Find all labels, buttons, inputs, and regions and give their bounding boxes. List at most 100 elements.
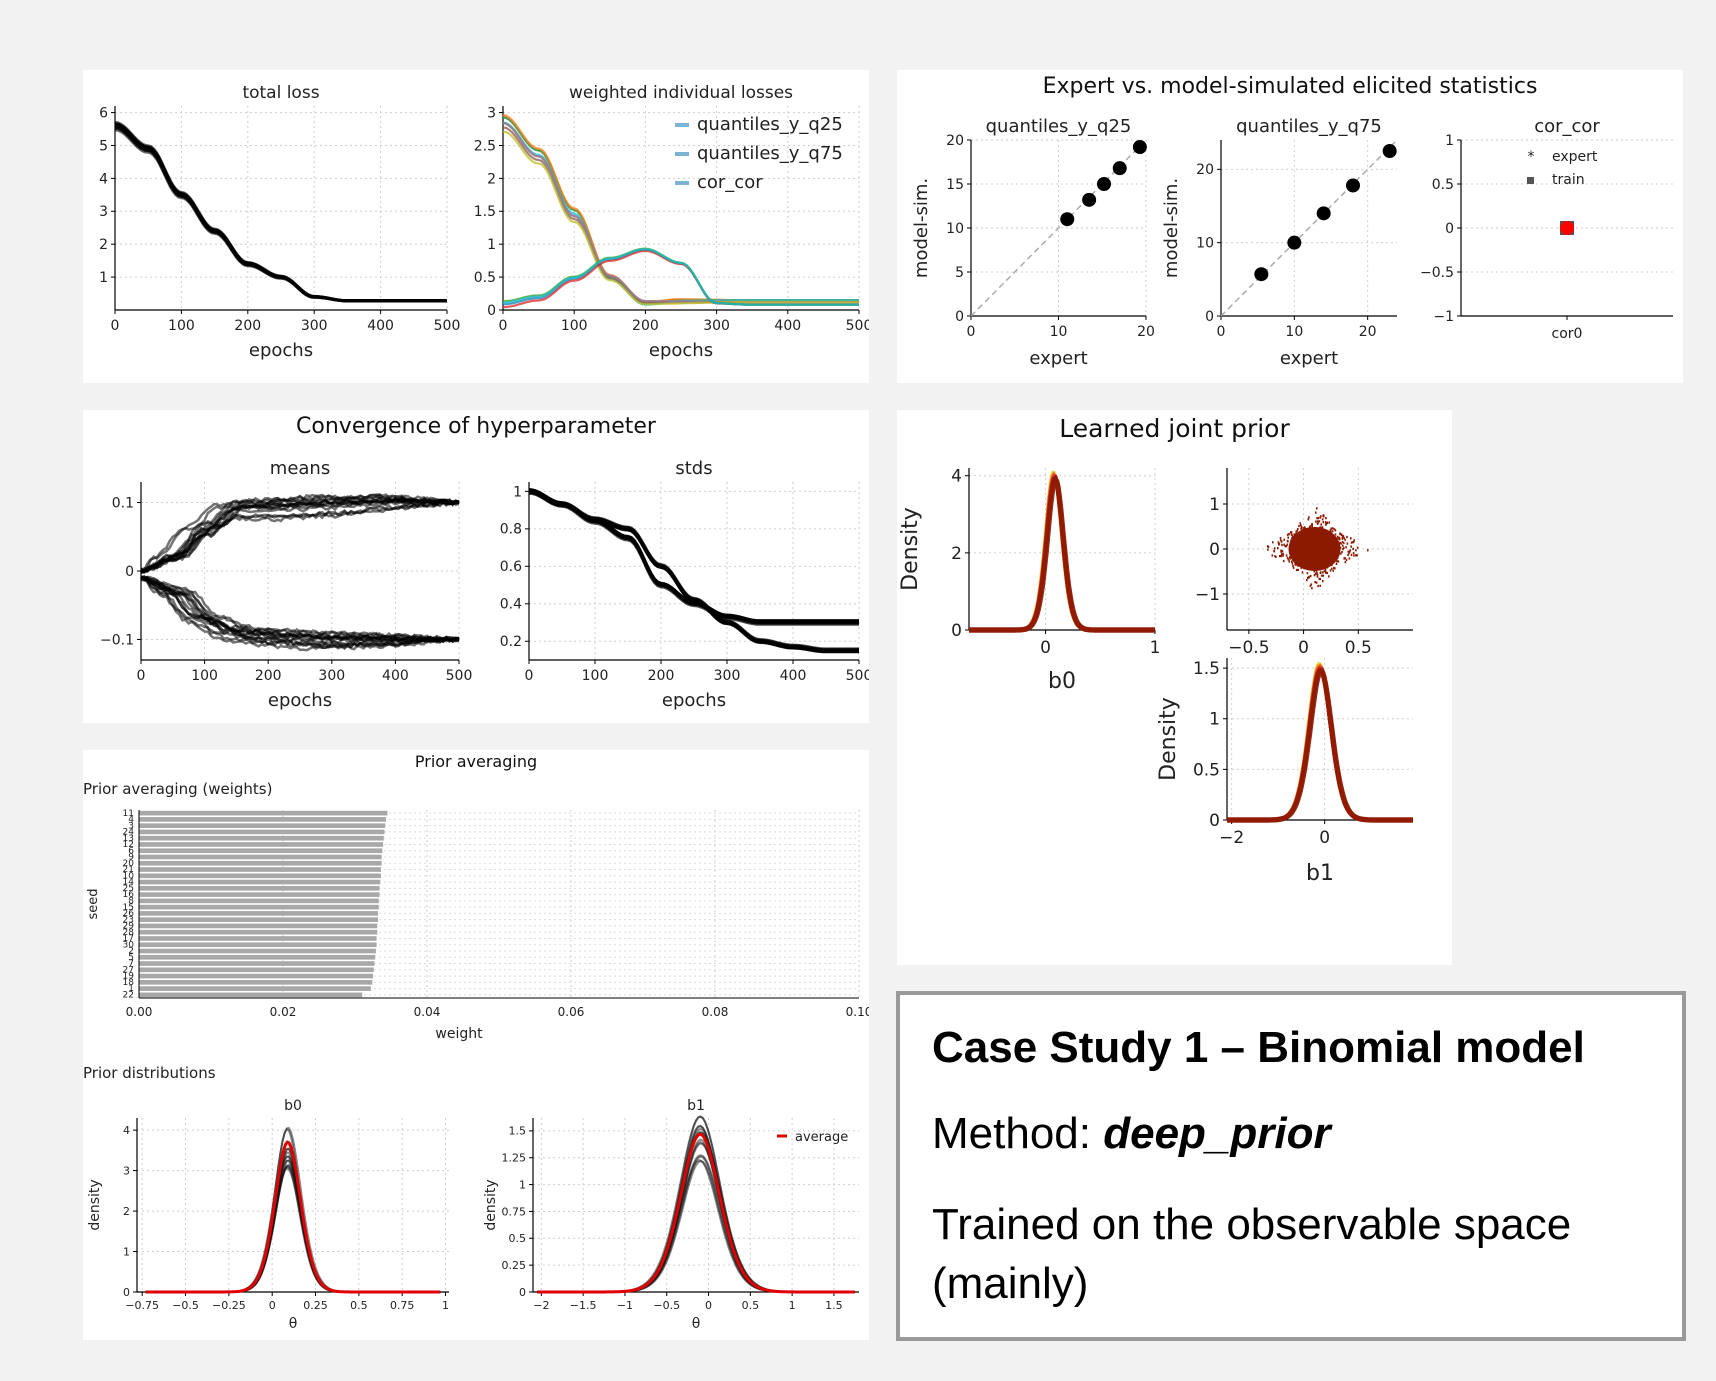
seed-label: 12 <box>123 840 134 850</box>
x-tick-label: 500 <box>434 318 461 334</box>
x-tick-label: 10 <box>1050 324 1068 340</box>
y-axis-label: seed <box>86 888 101 919</box>
weight-bar <box>139 973 373 979</box>
x-axis-label: epochs <box>249 340 313 361</box>
y-tick-label: 10 <box>946 221 964 237</box>
legend-train-symbol <box>1527 177 1534 184</box>
averaging-panel-title: Prior averaging <box>414 752 538 771</box>
seed-label: 11 <box>123 809 134 819</box>
data-point <box>1132 140 1147 155</box>
y-tick-label: 1.5 <box>474 204 496 220</box>
y-tick-label: 0.5 <box>1432 177 1454 193</box>
y-tick-label: 0.5 <box>509 1232 527 1245</box>
y-tick-label: 0.25 <box>502 1259 527 1272</box>
y-tick-label: 10 <box>1196 236 1214 252</box>
x-tick-label: 0.08 <box>702 1005 729 1019</box>
average-density-line <box>145 1140 441 1294</box>
weight-bar <box>139 967 374 973</box>
y-tick-label: 1 <box>519 1178 526 1191</box>
chart-title: stds <box>675 458 712 479</box>
seed-density-line <box>537 1127 855 1293</box>
seed-label: 18 <box>123 978 135 988</box>
x-tick-label: 0.10 <box>846 1005 869 1019</box>
x-tick-label: 300 <box>703 318 730 334</box>
x-tick-label: 500 <box>846 668 869 684</box>
x-tick-label: −0.5 <box>653 1299 680 1312</box>
x-tick-label: 0 <box>269 1299 276 1312</box>
y-tick-label: 1 <box>99 270 108 286</box>
hyper-charts: 0 100 200 300 400 500 −0.1 0 0.1 means epochs 0 100 2… <box>100 458 872 711</box>
b1-density-line <box>1227 661 1413 822</box>
x-tick-label: 0 <box>499 318 508 334</box>
seed-label: 26 <box>123 909 135 919</box>
x-axis-label: epochs <box>649 340 713 361</box>
means-line <box>140 499 460 572</box>
weight-bar <box>139 936 377 941</box>
x-tick-label: 0.04 <box>414 1005 441 1019</box>
x-tick-label: −2 <box>533 1299 549 1312</box>
x-tick-label: 0 <box>137 668 146 684</box>
legend-label: cor_cor <box>697 172 763 193</box>
y-tick-label: 0.2 <box>500 634 522 650</box>
weight-bar <box>139 942 377 948</box>
loss-panel: 0 100 200 300 400 500 1 2 3 4 5 6 total loss epochs 0 1… <box>83 70 872 383</box>
seed-density-line <box>537 1154 855 1293</box>
y-tick-label: 0 <box>1445 221 1454 237</box>
x-tick-label: 200 <box>648 668 675 684</box>
y-axis-label: model-sim. <box>911 178 932 278</box>
seed-label: 28 <box>123 928 135 938</box>
loss-line <box>114 124 447 303</box>
x-tick-label: 0.06 <box>558 1005 585 1019</box>
loss-line <box>114 122 447 303</box>
x-tick-label: 100 <box>168 318 195 334</box>
y-tick-label: 0 <box>951 621 962 641</box>
x-axis-label: expert <box>1280 348 1338 369</box>
seed-label: 15 <box>123 903 134 913</box>
seed-label: 16 <box>123 890 135 900</box>
weight-bar <box>139 917 379 922</box>
x-axis-label: expert <box>1029 348 1087 369</box>
y-tick-label: 0 <box>955 309 964 325</box>
x-tick-label: 10 <box>1285 324 1303 340</box>
hyper-panel: Convergence of hyperparameter 0 100 200 300… <box>83 410 872 723</box>
y-tick-label: 2 <box>123 1205 130 1218</box>
means-line <box>140 576 460 652</box>
average-density-line <box>537 1132 855 1294</box>
seed-label: 8 <box>128 897 134 907</box>
x-tick-label: 400 <box>780 668 807 684</box>
method-value: deep_prior <box>1103 1109 1331 1158</box>
weight-bar <box>139 992 363 998</box>
expert-panel: Expert vs. model-simulated elicited stat… <box>897 70 1683 383</box>
x-tick-label: 0 <box>705 1299 712 1312</box>
weight-bar <box>139 886 380 891</box>
data-point <box>1060 212 1075 227</box>
seed-label: 22 <box>123 991 134 1001</box>
method-line: Method: deep_prior <box>932 1109 1650 1159</box>
seed-label: 10 <box>123 871 135 881</box>
series-line <box>502 248 859 306</box>
y-tick-label: 1.5 <box>509 1125 527 1138</box>
x-tick-label: 100 <box>191 668 218 684</box>
weight-bar <box>139 923 378 929</box>
seed-density-line <box>537 1130 855 1293</box>
y-axis-label: Density <box>1156 697 1181 781</box>
seed-density-line <box>537 1125 855 1293</box>
y-tick-label: 0.5 <box>1193 760 1220 780</box>
seed-label: 25 <box>123 884 134 894</box>
means-line <box>140 575 460 642</box>
x-axis-label: θ <box>692 1316 701 1332</box>
x-tick-label: 300 <box>301 318 328 334</box>
series-line <box>502 248 859 306</box>
legend-expert: expert <box>1552 149 1598 165</box>
y-tick-label: 4 <box>951 467 962 487</box>
x-tick-label: 300 <box>714 668 741 684</box>
y-tick-label: 1 <box>1209 495 1220 515</box>
seed-density-line <box>145 1165 441 1293</box>
y-tick-label: −0.1 <box>100 632 134 648</box>
hyper-panel-title: Convergence of hyperparameter <box>296 414 656 439</box>
seed-density-line <box>537 1131 855 1293</box>
identity-line <box>970 139 1147 317</box>
chart-title: b0 <box>284 1098 302 1114</box>
weight-bar <box>139 848 383 854</box>
